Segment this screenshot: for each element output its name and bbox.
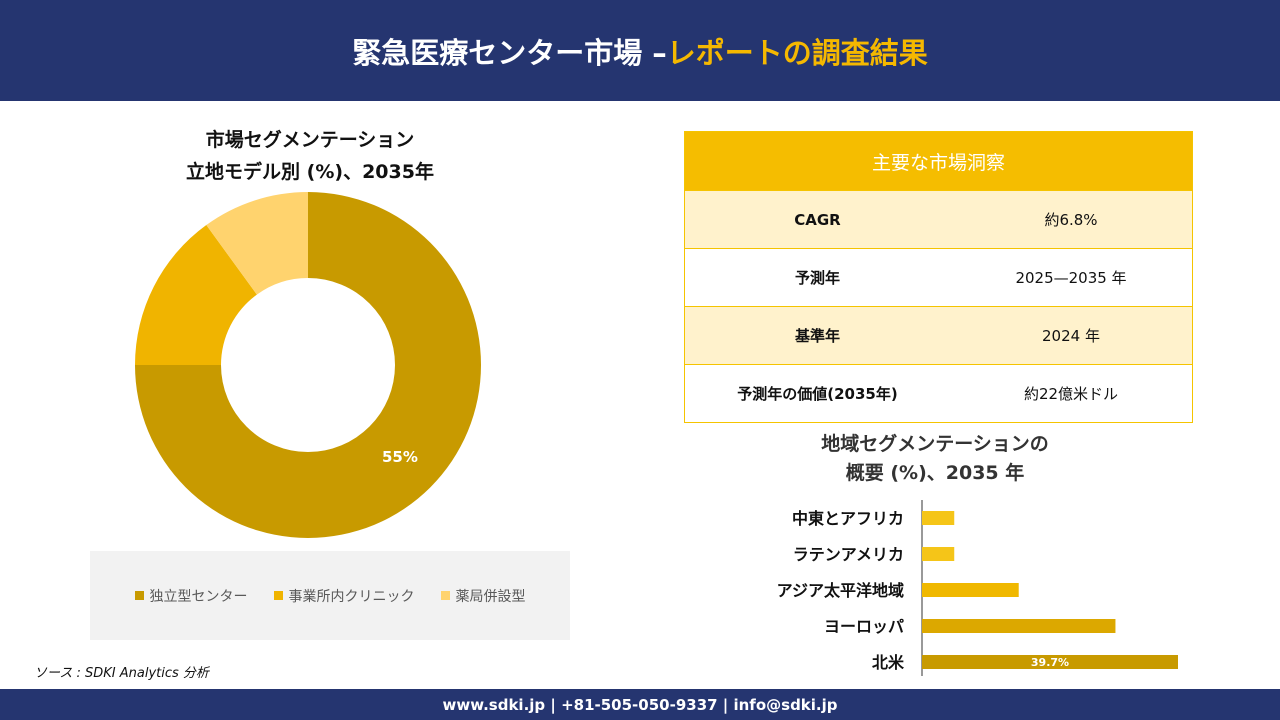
legend-label: 薬局併設型 <box>455 588 526 605</box>
insight-value: 2024 年 <box>1042 327 1100 345</box>
donut-chart-title: 市場セグメンテーション 立地モデル別 (%)、2035年 <box>130 124 490 188</box>
donut-data-label: 55% <box>382 448 418 466</box>
bar-category-label: 北米 <box>872 653 905 672</box>
legend-label: 独立型センター <box>149 588 248 605</box>
bar-category-label: 中東とアフリカ <box>792 509 904 528</box>
insight-key: 予測年の価値(2035年) <box>737 385 898 403</box>
bar <box>922 583 1019 597</box>
legend-swatch <box>134 591 144 600</box>
bar <box>922 619 1116 633</box>
bar-title-line2: 概要 (%)、2035 年 <box>845 462 1025 484</box>
donut-slice <box>206 192 308 295</box>
donut-legend: 独立型センター 事業所内クリニック 薬局併設型 <box>90 551 570 640</box>
insight-key: 基準年 <box>794 327 840 345</box>
legend-swatch <box>273 591 283 600</box>
legend-swatch <box>440 591 450 600</box>
legend-item: 独立型センター <box>134 586 248 606</box>
insight-key: 予測年 <box>794 269 840 287</box>
legend-item: 事業所内クリニック <box>273 586 415 606</box>
insight-row: 予測年 2025—2035 年 <box>685 248 1192 306</box>
insights-title: 主要な市場洞察 <box>685 132 1192 190</box>
insight-row: 予測年の価値(2035年) 約22億米ドル <box>685 364 1192 422</box>
donut-title-line1: 市場セグメンテーション <box>205 129 415 151</box>
bar-title-line1: 地域セグメンテーションの <box>821 433 1049 455</box>
header-title-accent: レポートの調査結果 <box>666 35 928 70</box>
contact-footer: www.sdki.jp | +81-505-050-9337 | info@sd… <box>0 689 1280 720</box>
bar-data-label: 39.7% <box>1031 656 1069 669</box>
bar <box>922 547 955 561</box>
bar-category-label: アジア太平洋地域 <box>777 581 904 600</box>
donut-title-line2: 立地モデル別 (%)、2035年 <box>186 161 434 183</box>
bar <box>922 655 1178 669</box>
legend-label: 事業所内クリニック <box>288 588 415 605</box>
header-title: 緊急医療センター市場 – <box>352 35 667 70</box>
insight-value: 2025—2035 年 <box>1015 269 1127 287</box>
market-insights-table: 主要な市場洞察 CAGR 約6.8% 予測年 2025—2035 年 基準年 2… <box>684 131 1193 423</box>
donut-slice <box>135 225 257 365</box>
insight-value: 約6.8% <box>1044 211 1098 229</box>
insight-value: 約22億米ドル <box>1023 385 1119 403</box>
bar <box>922 511 955 525</box>
donut-chart: 55% <box>135 192 481 538</box>
insight-key: CAGR <box>794 210 841 229</box>
report-header: 緊急医療センター市場 – レポートの調査結果 <box>0 0 1280 101</box>
donut-slice <box>135 192 481 538</box>
legend-item: 薬局併設型 <box>440 586 526 606</box>
insight-row: CAGR 約6.8% <box>685 190 1192 248</box>
insight-row: 基準年 2024 年 <box>685 306 1192 364</box>
bar-category-label: ラテンアメリカ <box>793 545 904 564</box>
source-note: ソース : SDKI Analytics 分析 <box>34 666 209 681</box>
bar-category-label: ヨーロッパ <box>824 617 904 636</box>
bar-chart-title: 地域セグメンテーションの 概要 (%)、2035 年 <box>770 430 1100 488</box>
